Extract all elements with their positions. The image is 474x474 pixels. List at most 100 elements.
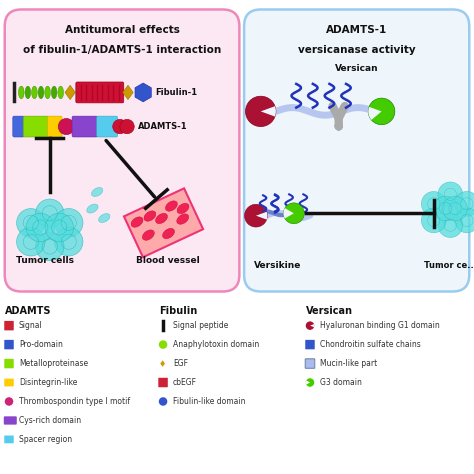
Ellipse shape [32, 86, 37, 99]
Text: Cys-rich domain: Cys-rich domain [19, 416, 81, 425]
Ellipse shape [38, 86, 44, 99]
Text: Thrombospondin type I motif: Thrombospondin type I motif [19, 397, 130, 406]
Ellipse shape [142, 230, 155, 240]
Text: Spacer region: Spacer region [19, 435, 72, 444]
Ellipse shape [58, 86, 64, 99]
Wedge shape [368, 107, 382, 120]
Circle shape [26, 213, 55, 242]
Text: Chondroitin sulfate chains: Chondroitin sulfate chains [320, 340, 421, 349]
Circle shape [17, 209, 45, 237]
FancyBboxPatch shape [4, 416, 17, 425]
Polygon shape [123, 85, 133, 100]
FancyBboxPatch shape [4, 436, 14, 443]
Text: Anaphylotoxin domain: Anaphylotoxin domain [173, 340, 259, 349]
Polygon shape [124, 188, 203, 257]
Circle shape [159, 340, 167, 349]
Ellipse shape [155, 213, 167, 224]
Wedge shape [261, 106, 276, 117]
Text: ADAMTS-1: ADAMTS-1 [326, 25, 387, 35]
Wedge shape [283, 208, 294, 219]
Text: versicanase activity: versicanase activity [298, 45, 416, 55]
Text: ADAMTS-1: ADAMTS-1 [137, 122, 187, 131]
Circle shape [55, 228, 83, 256]
Ellipse shape [177, 203, 189, 214]
Ellipse shape [177, 214, 189, 224]
Ellipse shape [87, 204, 98, 213]
Circle shape [455, 191, 474, 216]
Circle shape [283, 203, 304, 224]
Wedge shape [310, 324, 314, 327]
Ellipse shape [45, 86, 50, 99]
Text: Fibulin-like domain: Fibulin-like domain [173, 397, 246, 406]
Text: of fibulin-1/ADAMTS-1 interaction: of fibulin-1/ADAMTS-1 interaction [23, 45, 221, 55]
FancyBboxPatch shape [305, 359, 315, 368]
Text: cbEGF: cbEGF [173, 378, 197, 387]
Ellipse shape [91, 187, 103, 197]
Circle shape [5, 397, 13, 406]
Ellipse shape [25, 86, 31, 99]
FancyBboxPatch shape [5, 9, 239, 292]
Circle shape [306, 321, 314, 330]
Text: Hyaluronan binding G1 domain: Hyaluronan binding G1 domain [320, 321, 440, 330]
Circle shape [55, 209, 83, 237]
FancyBboxPatch shape [4, 340, 14, 349]
Circle shape [120, 119, 134, 134]
Circle shape [58, 118, 74, 135]
Circle shape [421, 208, 446, 233]
Circle shape [438, 213, 463, 237]
Circle shape [36, 232, 64, 261]
FancyBboxPatch shape [47, 116, 62, 137]
Ellipse shape [51, 86, 57, 99]
FancyBboxPatch shape [305, 340, 315, 349]
Ellipse shape [144, 211, 156, 221]
FancyBboxPatch shape [23, 116, 49, 137]
Ellipse shape [99, 213, 110, 223]
Text: ADAMTS: ADAMTS [5, 306, 51, 316]
Text: Fibulin: Fibulin [159, 306, 197, 316]
Polygon shape [160, 360, 165, 367]
FancyBboxPatch shape [244, 9, 469, 292]
Text: Tumor ce...: Tumor ce... [424, 261, 474, 270]
FancyBboxPatch shape [4, 359, 14, 368]
FancyBboxPatch shape [76, 82, 124, 103]
Text: Disintegrin-like: Disintegrin-like [19, 378, 77, 387]
Text: Blood vessel: Blood vessel [137, 256, 200, 265]
Circle shape [306, 378, 314, 387]
Circle shape [245, 204, 267, 227]
Text: Versican: Versican [306, 306, 353, 316]
Circle shape [455, 208, 474, 233]
FancyBboxPatch shape [72, 116, 98, 137]
FancyBboxPatch shape [97, 116, 118, 137]
FancyBboxPatch shape [13, 116, 24, 137]
Text: Pro-domain: Pro-domain [19, 340, 63, 349]
Circle shape [421, 191, 446, 216]
FancyBboxPatch shape [158, 378, 168, 387]
Ellipse shape [18, 86, 24, 99]
Circle shape [45, 213, 73, 242]
Circle shape [246, 96, 276, 127]
Circle shape [17, 228, 45, 256]
Text: Fibulin-1: Fibulin-1 [155, 88, 197, 97]
Circle shape [36, 199, 64, 228]
Circle shape [159, 397, 167, 406]
FancyBboxPatch shape [4, 379, 14, 386]
Text: EGF: EGF [173, 359, 188, 368]
Text: Signal peptide: Signal peptide [173, 321, 228, 330]
Ellipse shape [131, 217, 143, 227]
Text: Tumor cells: Tumor cells [16, 256, 74, 265]
Text: Signal: Signal [19, 321, 43, 330]
Text: Mucin-like part: Mucin-like part [320, 359, 377, 368]
Polygon shape [65, 85, 75, 100]
Polygon shape [135, 83, 151, 102]
Ellipse shape [163, 228, 174, 239]
FancyBboxPatch shape [4, 321, 14, 330]
Circle shape [368, 98, 395, 125]
Circle shape [113, 119, 127, 134]
Wedge shape [256, 212, 267, 219]
Text: Antitumoral effects: Antitumoral effects [64, 25, 180, 35]
Circle shape [438, 182, 463, 207]
Text: Versican: Versican [335, 64, 379, 73]
Text: Versikine: Versikine [254, 261, 301, 270]
Text: Metalloproteinase: Metalloproteinase [19, 359, 88, 368]
Ellipse shape [165, 201, 177, 211]
